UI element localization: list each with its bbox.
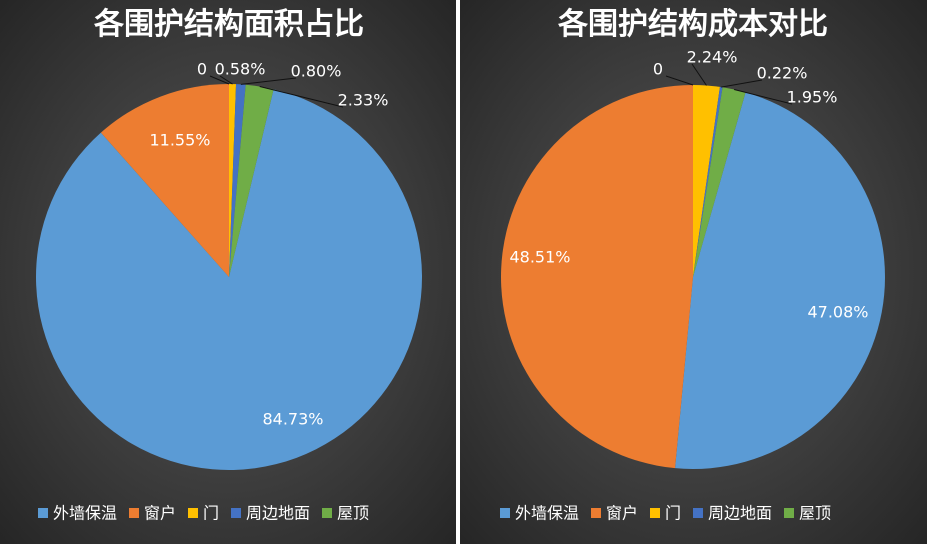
leader-line — [240, 77, 297, 85]
leader-line — [691, 63, 707, 86]
leader-line — [665, 75, 694, 86]
pie-slice — [229, 84, 237, 277]
pie-slice — [229, 84, 274, 277]
data-label: 2.24% — [687, 48, 738, 67]
legend-label: 屋顶 — [337, 504, 369, 523]
legend-label: 外墙保温 — [53, 504, 117, 523]
pie-slice — [229, 84, 246, 277]
legend-swatch — [231, 508, 241, 518]
legend-swatch — [188, 508, 198, 518]
pie-slice — [693, 86, 723, 277]
chart-title: 各围护结构成本对比 — [557, 7, 828, 42]
data-label: 47.08% — [807, 303, 868, 322]
pie-slice — [36, 89, 423, 470]
leader-line — [219, 75, 233, 85]
pie-slice — [100, 84, 229, 277]
data-label: 0.22% — [757, 64, 808, 83]
legend-swatch — [650, 508, 660, 518]
legend-label: 外墙保温 — [515, 504, 579, 523]
legend-swatch — [500, 508, 510, 518]
legend-swatch — [784, 508, 794, 518]
data-label: 11.55% — [149, 131, 210, 150]
legend-label: 门 — [665, 504, 681, 523]
legend-swatch — [38, 508, 48, 518]
data-label: 84.73% — [262, 410, 323, 429]
data-label: 1.95% — [787, 88, 838, 107]
legend-swatch — [693, 508, 703, 518]
leader-line — [733, 88, 793, 105]
legend-label: 屋顶 — [799, 504, 831, 523]
pie-slice — [693, 85, 720, 277]
data-label: 0 — [197, 60, 207, 79]
legend-label: 周边地面 — [246, 504, 310, 523]
pie-slice — [675, 92, 886, 469]
leader-line — [721, 79, 763, 88]
pie-slice — [501, 84, 693, 469]
data-label: 2.33% — [338, 91, 389, 110]
legend-label: 窗户 — [606, 504, 638, 523]
legend-label: 窗户 — [144, 504, 176, 523]
legend-swatch — [129, 508, 139, 518]
legend-swatch — [591, 508, 601, 518]
leader-line — [209, 75, 230, 85]
chart-title: 各围护结构面积占比 — [93, 7, 364, 42]
leader-line — [259, 85, 344, 108]
pie-slice — [693, 87, 746, 278]
data-label: 48.51% — [509, 248, 570, 267]
data-label: 0.80% — [291, 62, 342, 81]
legend-swatch — [322, 508, 332, 518]
data-label: 0.58% — [215, 60, 266, 79]
legend-label: 门 — [203, 504, 219, 523]
legend-label: 周边地面 — [708, 504, 772, 523]
data-label: 0 — [653, 60, 663, 79]
divider — [456, 0, 460, 544]
